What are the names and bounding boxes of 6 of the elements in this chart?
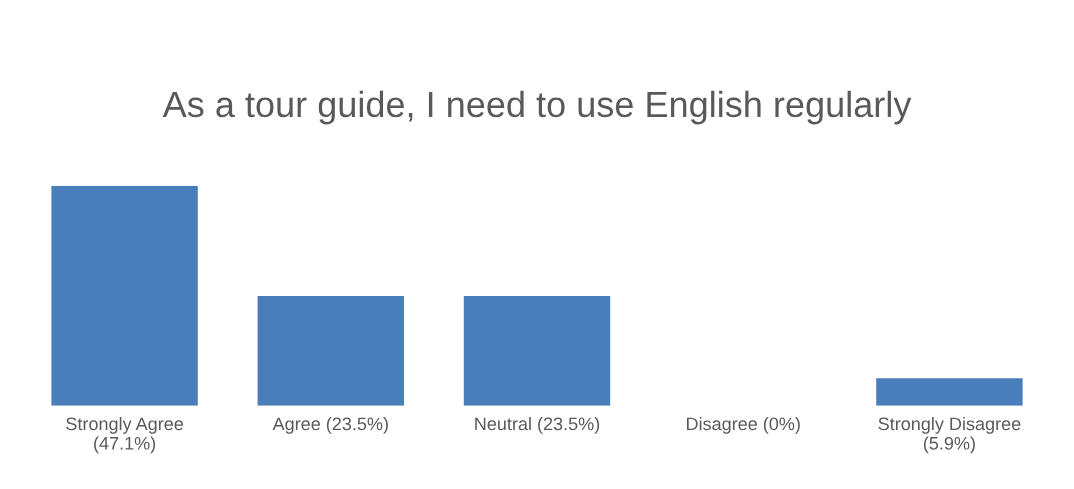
chart-title: As a tour guide, I need to use English regularly <box>162 90 912 125</box>
x-tick-label: Disagree (0%) <box>686 416 800 434</box>
x-tick-label: Strongly Disagree (5.9%) <box>878 416 1021 454</box>
x-tick-label: Neutral (23.5%) <box>475 416 600 434</box>
x-tick-label: Strongly Agree (47.1%) <box>66 416 183 454</box>
x-tick-label: Agree (23.5%) <box>272 416 388 434</box>
